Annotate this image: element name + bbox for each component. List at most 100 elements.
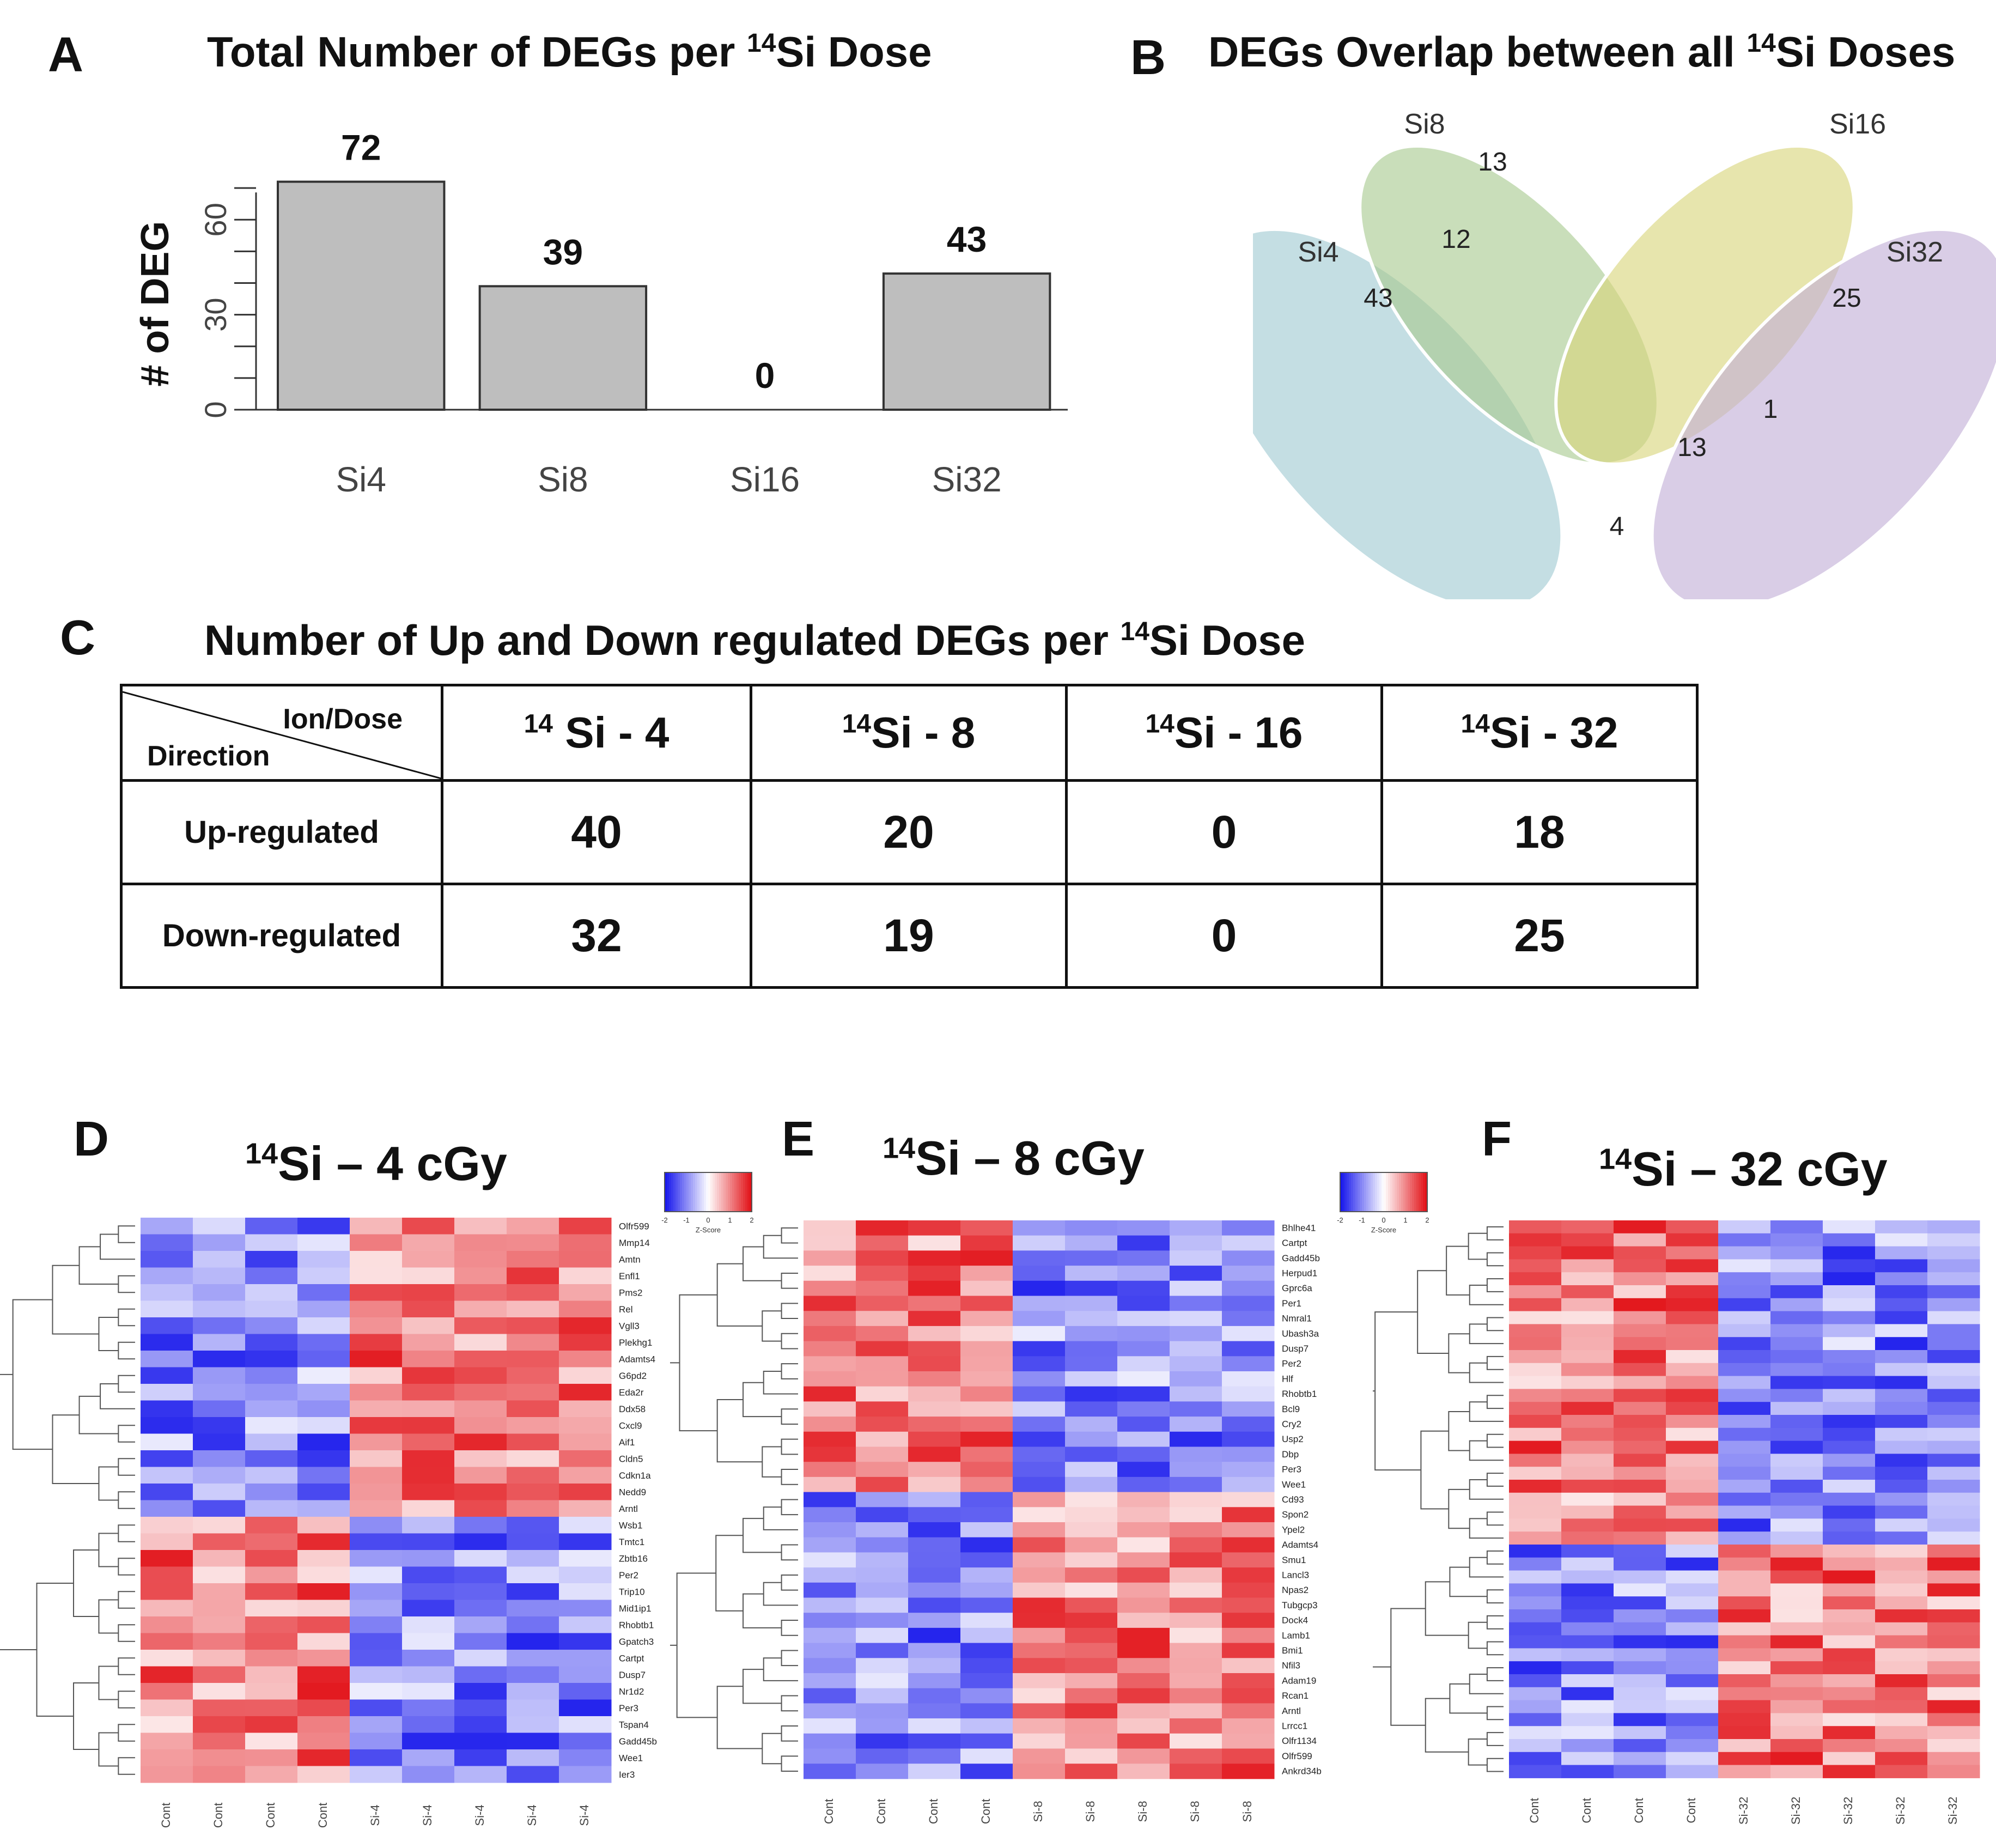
color-key-swatch — [726, 1172, 728, 1212]
heatmap-cell — [141, 1500, 193, 1517]
heatmap-cell — [193, 1400, 246, 1418]
heatmap-cell — [193, 1300, 246, 1318]
heatmap-cell — [402, 1467, 455, 1484]
dendrogram-branch — [1448, 1411, 1470, 1451]
gene-label: Nedd9 — [619, 1487, 646, 1497]
heatmap-cell — [1927, 1557, 1980, 1571]
heatmap-cell — [1614, 1220, 1666, 1234]
bar-chart: 0 30 60 # of DEG 72 Si4 39 Si8 0 Si16 43 Si32 — [133, 127, 1068, 499]
heatmap-cell — [141, 1566, 193, 1584]
heatmap-cell — [1117, 1582, 1170, 1598]
heatmap-cell — [350, 1517, 403, 1534]
heatmap-cell — [559, 1666, 612, 1683]
heatmap-cell — [1509, 1233, 1562, 1247]
dendrogram-branch — [1486, 1433, 1504, 1448]
heatmap-cell — [856, 1718, 909, 1734]
heatmap-cell — [1561, 1492, 1614, 1506]
dendrogram-branch — [73, 1682, 99, 1750]
heatmap-cell — [960, 1507, 1013, 1523]
heatmap-cell — [141, 1749, 193, 1766]
heatmap-cell — [1875, 1545, 1928, 1558]
heatmap-cell — [1666, 1350, 1719, 1364]
dendrogram-branch — [781, 1272, 798, 1289]
column-label: Si-32 — [1789, 1797, 1803, 1825]
heatmap-cell — [1927, 1765, 1980, 1778]
heatmap-cell — [1666, 1505, 1719, 1519]
heatmap-cell — [1666, 1298, 1719, 1312]
heatmap-cell — [1927, 1363, 1980, 1377]
column-header: 14Si - 8 — [750, 684, 1068, 782]
heatmap-cell — [1509, 1583, 1562, 1597]
heatmap-cell — [1013, 1658, 1066, 1674]
color-key-swatch — [686, 1172, 689, 1212]
gene-label: Ypel2 — [1282, 1524, 1305, 1535]
heatmap-cell — [1823, 1570, 1876, 1584]
color-key-swatch — [671, 1172, 674, 1212]
heatmap-cell — [402, 1317, 455, 1334]
dendrogram-branch — [1469, 1518, 1504, 1539]
heatmap-cell — [1927, 1739, 1980, 1753]
heatmap-cell — [1718, 1467, 1771, 1480]
heatmap-cell — [960, 1703, 1013, 1719]
heatmap-cell — [454, 1683, 507, 1700]
heatmap-cell — [1561, 1480, 1614, 1493]
panel-b-title-main: DEGs Overlap between all — [1208, 28, 1747, 76]
dendrogram-branch — [743, 1518, 782, 1553]
column-label: Si-4 — [421, 1804, 434, 1826]
heatmap-cell — [1065, 1718, 1118, 1734]
dendrogram-branch — [781, 1755, 798, 1772]
heatmap-cell — [1770, 1298, 1823, 1312]
gene-label: Rel — [619, 1304, 633, 1315]
column-label: Cont — [264, 1803, 277, 1828]
dendrogram-branch — [118, 1657, 135, 1675]
heatmap-cell — [804, 1643, 856, 1658]
panel-d-title-end: Si – 4 cGy — [278, 1136, 507, 1190]
heatmap-cell — [507, 1732, 559, 1750]
heatmap-cell — [507, 1218, 559, 1235]
heatmap-cell — [1823, 1505, 1876, 1519]
heatmap-cell — [1170, 1462, 1222, 1478]
heatmap-cell — [1065, 1266, 1118, 1281]
heatmap-cell — [507, 1716, 559, 1733]
color-key-swatch — [717, 1172, 720, 1212]
color-key-swatch — [1344, 1172, 1347, 1212]
heatmap-cell — [454, 1666, 507, 1683]
gene-label: Plekhg1 — [619, 1338, 652, 1348]
color-key-label: Z-Score — [1371, 1226, 1396, 1234]
heatmap-cell — [245, 1267, 298, 1285]
heatmap-cell — [1170, 1311, 1222, 1327]
heatmap-cell — [559, 1400, 612, 1418]
heatmap-cell — [1770, 1609, 1823, 1623]
heatmap-cell — [193, 1749, 246, 1766]
heatmap-cell — [960, 1627, 1013, 1644]
color-key-swatch — [673, 1172, 676, 1212]
heatmap-cell — [559, 1566, 612, 1584]
venn-region-count: 13 — [1677, 433, 1706, 462]
dendrogram-branch — [98, 1317, 119, 1351]
heatmap-cell — [1875, 1518, 1928, 1532]
color-key-swatch — [730, 1172, 733, 1212]
heatmap-cell — [1770, 1739, 1823, 1753]
heatmap-cell — [1013, 1446, 1066, 1462]
heatmap-cell — [856, 1522, 909, 1538]
heatmap-cell — [1718, 1311, 1771, 1324]
heatmap-cell — [559, 1699, 612, 1717]
heatmap-cell — [1065, 1673, 1118, 1689]
heatmap-cell — [908, 1688, 961, 1704]
gene-label: Cartpt — [1282, 1238, 1307, 1248]
column-label: Si-8 — [1188, 1801, 1202, 1822]
heatmap-cell — [804, 1537, 856, 1553]
bar-value-label: 43 — [947, 219, 987, 259]
heatmap-cell — [559, 1267, 612, 1285]
heatmap-cell — [559, 1251, 612, 1268]
dendrogram-branch — [1469, 1401, 1504, 1422]
heatmap-cell — [193, 1351, 246, 1367]
heatmap-cell — [193, 1367, 246, 1384]
heatmap-cell — [1823, 1739, 1876, 1753]
heatmap-cell — [804, 1311, 856, 1327]
heatmap-cell — [1718, 1324, 1771, 1338]
heatmap-cell — [1770, 1687, 1823, 1701]
dendrogram-branch — [36, 1583, 74, 1717]
heatmap-cell — [1823, 1337, 1876, 1351]
color-key-label: Z-Score — [696, 1226, 721, 1234]
